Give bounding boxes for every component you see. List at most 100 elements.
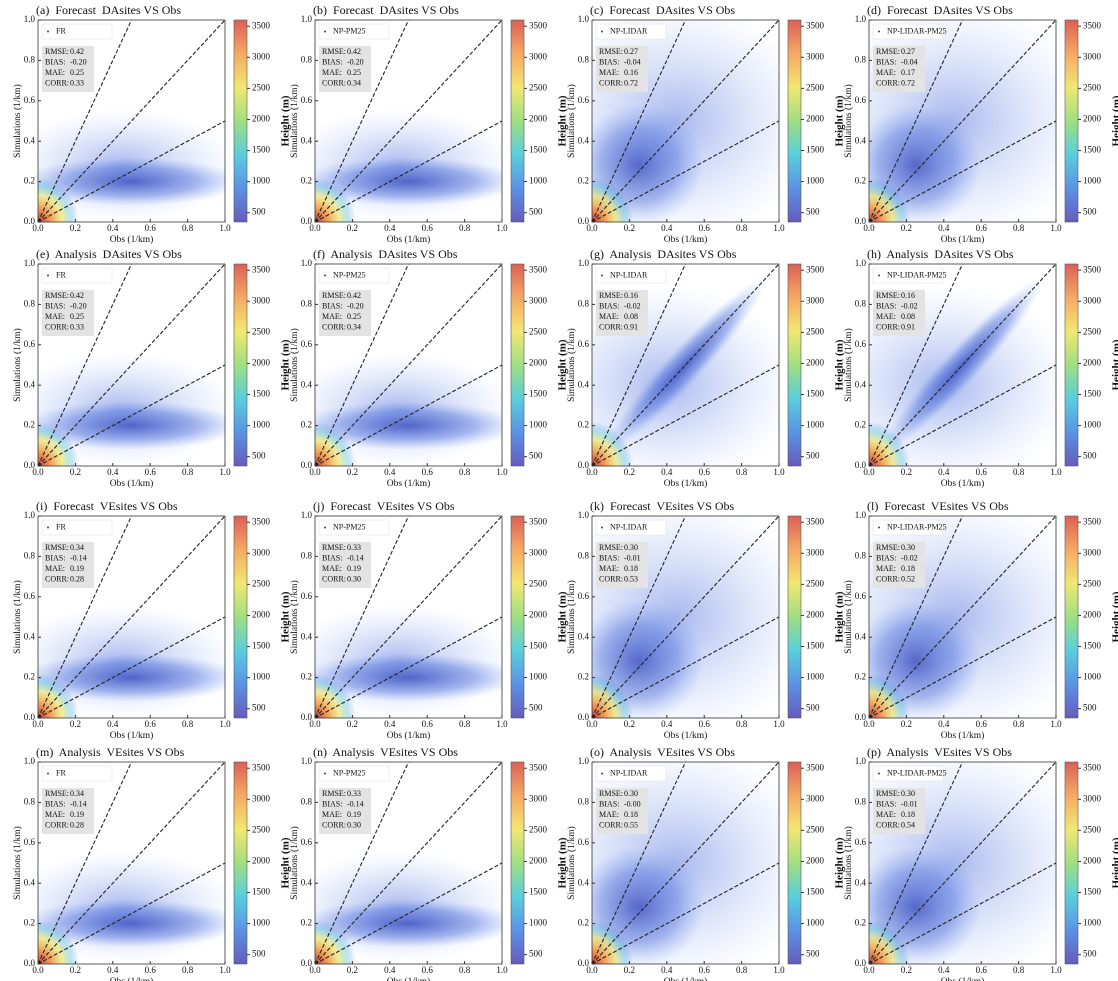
stats-box — [42, 290, 94, 336]
y-tick-label: 0.6 — [855, 95, 867, 105]
stat-name: CORR: — [45, 78, 69, 87]
colorbar-tick-label: 500 — [529, 451, 543, 461]
stat-value: 0.19 — [70, 810, 84, 819]
legend-label: FR — [56, 26, 66, 35]
stat-value: 0.28 — [70, 820, 84, 829]
stat-name: BIAS: — [599, 301, 619, 310]
stats-box — [319, 46, 371, 92]
stat-value: 0.08 — [901, 312, 915, 321]
colorbar-tick-label: 1000 — [252, 420, 271, 430]
stat-name: MAE: — [876, 564, 896, 573]
colorbar-tick-label: 2000 — [252, 856, 271, 866]
colorbar-frame — [233, 19, 248, 223]
colorbar-tick-label: 3000 — [1083, 51, 1102, 61]
colorbar-tick-label: 1500 — [529, 389, 548, 399]
x-tick-label: 0.4 — [384, 467, 396, 477]
y-tick-label: 0.4 — [24, 877, 36, 887]
y-tick-label: 0.0 — [301, 712, 313, 722]
y-axis-label: Simulations (1/km) — [843, 84, 854, 158]
stats-box — [319, 788, 371, 834]
cloud-core — [38, 157, 225, 206]
legend-marker — [324, 526, 326, 529]
x-tick-label: 0.8 — [736, 467, 748, 477]
y-axis-label: Simulations (1/km) — [843, 328, 854, 402]
chart-title: (h) Analysis DAsites VS Obs — [867, 247, 1014, 261]
y-tick-label: 0.6 — [24, 591, 36, 601]
stat-name: CORR: — [876, 820, 900, 829]
y-axis-label: Simulations (1/km) — [12, 328, 23, 402]
stat-name: BIAS: — [322, 553, 342, 562]
colorbar-tick-label: 1000 — [529, 176, 548, 186]
panel: 0.0 0.2 0.4 0.6 0.8 1.0 0.0 0.2 0.4 0.6 0.8 1.0 Obs … — [289, 247, 568, 489]
x-tick-label: 0.6 — [145, 719, 157, 729]
colorbar-label: Height (m) — [557, 95, 569, 146]
y-axis-label: Simulations (1/km) — [12, 826, 23, 900]
stat-name: RMSE: — [322, 543, 346, 552]
x-tick-label: 1.0 — [219, 719, 231, 729]
y-tick-label: 0.8 — [301, 54, 313, 64]
x-tick-label: 0.0 — [586, 467, 598, 477]
plot-frame — [868, 19, 1057, 223]
x-tick-label: 0.8 — [459, 223, 471, 233]
x-tick-label: 0.0 — [309, 719, 321, 729]
cloud-core — [315, 401, 502, 450]
colorbar — [234, 20, 247, 222]
stat-value: 0.16 — [624, 68, 638, 77]
colorbar-tick-label: 2500 — [806, 326, 825, 336]
y-tick-label: 0.8 — [578, 54, 590, 64]
x-tick-label: 0.0 — [32, 467, 44, 477]
y-tick-label: 0.2 — [301, 672, 312, 682]
stat-value: 0.34 — [347, 78, 361, 87]
plot-frame — [591, 19, 780, 223]
stats-box — [873, 290, 925, 336]
chart-title: (f) Analysis DAsites VS Obs — [313, 247, 458, 261]
stat-value: 0.72 — [901, 78, 915, 87]
stat-value: 0.19 — [70, 564, 84, 573]
y-tick-label: 0.4 — [301, 877, 313, 887]
x-tick-label: 0.2 — [624, 719, 635, 729]
plot-frame — [868, 263, 1057, 467]
y-tick-label: 1.0 — [24, 258, 36, 268]
colorbar-tick-label: 2000 — [529, 856, 548, 866]
x-tick-label: 0.6 — [422, 467, 434, 477]
x-tick-label: 0.4 — [938, 719, 950, 729]
y-tick-label: 1.0 — [855, 510, 867, 520]
legend-marker — [601, 274, 603, 277]
y-tick-label: 0.6 — [578, 339, 590, 349]
legend-box — [41, 267, 113, 284]
x-tick-label: 1.0 — [496, 965, 508, 975]
reference-line — [591, 19, 780, 223]
stat-value: -0.02 — [901, 553, 918, 562]
x-tick-label: 0.0 — [32, 719, 44, 729]
y-tick-label: 0.0 — [301, 460, 313, 470]
legend-marker — [47, 526, 49, 529]
colorbar-frame — [233, 761, 248, 965]
x-tick-label: 0.2 — [70, 719, 81, 729]
y-tick-label: 0.0 — [301, 216, 313, 226]
stats-box — [42, 788, 94, 834]
stat-value: 0.30 — [901, 543, 915, 552]
x-tick-label: 0.6 — [976, 719, 988, 729]
stat-value: 0.54 — [901, 820, 915, 829]
colorbar — [788, 20, 801, 222]
y-tick-label: 0.6 — [578, 837, 590, 847]
reference-line — [37, 19, 132, 223]
colorbar — [234, 516, 247, 718]
x-tick-label: 0.6 — [699, 965, 711, 975]
chart-title: (d) Forecast DAsites VS Obs — [867, 3, 1013, 17]
stat-value: 0.91 — [624, 322, 638, 331]
x-tick-label: 0.8 — [182, 719, 194, 729]
chart-title: (o) Analysis VEsites VS Obs — [590, 745, 735, 759]
y-tick-label: 0.2 — [24, 918, 35, 928]
plot-frame — [314, 761, 503, 965]
panel: 0.0 0.2 0.4 0.6 0.8 1.0 0.0 0.2 0.4 0.6 0.8 1.0 Obs … — [12, 247, 291, 489]
stat-name: CORR: — [599, 574, 623, 583]
x-tick-label: 0.8 — [1013, 223, 1025, 233]
y-tick-label: 0.0 — [855, 216, 867, 226]
x-axis-label: Obs (1/km) — [941, 234, 985, 245]
stat-value: 0.27 — [624, 47, 638, 56]
reference-line — [591, 263, 780, 467]
chart-title: (a) Forecast DAsites VS Obs — [36, 3, 181, 17]
colorbar-tick-label: 3500 — [529, 762, 548, 772]
stat-value: 0.72 — [624, 78, 638, 87]
